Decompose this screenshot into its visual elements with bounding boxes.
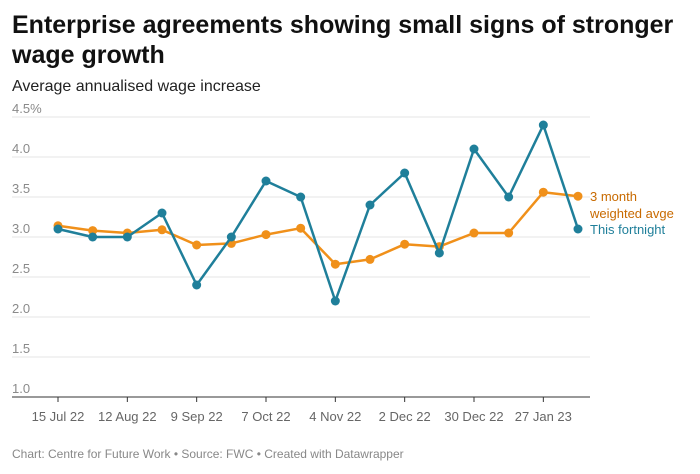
y-tick-label: 1.5 (12, 341, 30, 356)
data-point (261, 230, 271, 240)
data-point (538, 120, 548, 130)
series-label-fortnight: This fortnight (590, 222, 666, 237)
y-tick-label: 3.5 (12, 181, 30, 196)
data-point (365, 200, 375, 210)
y-tick-label: 2.0 (12, 301, 30, 316)
data-point (504, 192, 514, 202)
data-point (296, 223, 306, 233)
chart-title: Enterprise agreements showing small sign… (12, 11, 674, 69)
x-tick-label: 7 Oct 22 (241, 409, 290, 424)
x-tick-label: 4 Nov 22 (309, 409, 361, 424)
data-point (330, 259, 340, 269)
data-point (573, 224, 583, 234)
series-label-weighted: 3 month (590, 189, 637, 204)
data-point (53, 224, 63, 234)
x-tick-label: 12 Aug 22 (98, 409, 157, 424)
y-tick-label: 4.5% (12, 101, 42, 116)
x-tick-label: 9 Sep 22 (171, 409, 223, 424)
data-point (261, 176, 271, 186)
x-tick-label: 27 Jan 23 (515, 409, 572, 424)
data-point (538, 187, 548, 197)
chart-subtitle: Average annualised wage increase (12, 78, 261, 95)
series-label-weighted: weighted avge (589, 206, 674, 221)
data-point (469, 228, 479, 238)
data-point (192, 240, 202, 250)
data-point (226, 232, 236, 242)
y-tick-label: 3.0 (12, 221, 30, 236)
data-point (365, 254, 375, 264)
x-tick-label: 30 Dec 22 (444, 409, 503, 424)
y-tick-label: 2.5 (12, 261, 30, 276)
data-point (88, 232, 98, 242)
data-point (400, 239, 410, 249)
data-point (122, 232, 132, 242)
y-tick-label: 4.0 (12, 141, 30, 156)
data-point (192, 280, 202, 290)
chart-footer: Chart: Centre for Future Work • Source: … (12, 447, 404, 461)
data-point (469, 144, 479, 154)
series-line (57, 190, 579, 266)
data-point (330, 296, 340, 306)
series-line (57, 123, 580, 303)
x-tick-label: 15 Jul 22 (32, 409, 85, 424)
y-tick-label: 1.0 (12, 381, 30, 396)
data-point (157, 208, 167, 218)
data-point (296, 192, 306, 202)
data-point (400, 168, 410, 178)
data-point (157, 225, 167, 235)
data-point (434, 248, 444, 258)
data-point (88, 226, 98, 236)
data-point (504, 228, 514, 238)
data-point (573, 191, 583, 201)
x-tick-label: 2 Dec 22 (379, 409, 431, 424)
